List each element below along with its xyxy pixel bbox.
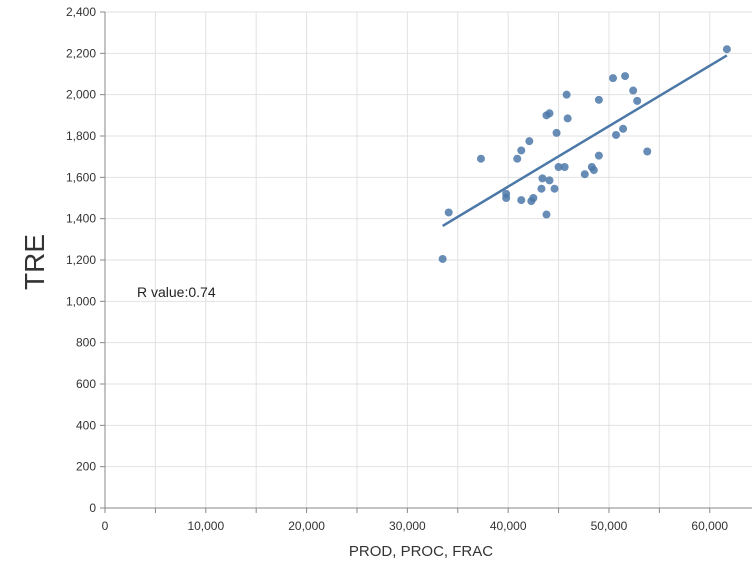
data-point[interactable] xyxy=(542,210,551,219)
x-tick-label: 0 xyxy=(102,519,109,533)
data-point[interactable] xyxy=(525,137,534,146)
data-point[interactable] xyxy=(594,95,603,104)
y-tick-label: 800 xyxy=(76,336,96,350)
data-point[interactable] xyxy=(629,86,638,95)
y-tick-label: 0 xyxy=(89,501,96,515)
data-point[interactable] xyxy=(517,196,526,205)
x-tick-label: 10,000 xyxy=(187,519,224,533)
data-point[interactable] xyxy=(563,114,572,123)
trend-line xyxy=(442,54,728,227)
data-point[interactable] xyxy=(537,184,546,193)
axes xyxy=(100,11,752,513)
y-tick-label: 1,200 xyxy=(66,253,96,267)
grid-lines xyxy=(104,11,752,509)
data-point[interactable] xyxy=(529,194,538,202)
y-tick-label: 2,000 xyxy=(66,88,96,102)
data-point[interactable] xyxy=(722,45,731,54)
data-point[interactable] xyxy=(538,174,547,183)
y-tick-label: 600 xyxy=(76,377,96,391)
data-points xyxy=(438,45,731,263)
r-value-annotation: R value:0.74 xyxy=(137,284,216,300)
y-tick-label: 1,800 xyxy=(66,129,96,143)
data-point[interactable] xyxy=(476,154,485,163)
data-point[interactable] xyxy=(594,151,603,160)
y-tick-label: 200 xyxy=(76,460,96,474)
data-point[interactable] xyxy=(444,208,453,217)
y-tick-label: 2,400 xyxy=(66,5,96,19)
data-point[interactable] xyxy=(560,163,569,171)
data-point[interactable] xyxy=(633,96,642,105)
data-point[interactable] xyxy=(580,170,589,179)
x-tick-label: 50,000 xyxy=(591,519,628,533)
tick-labels: 0 10,000 20,000 30,000 40,000 50,000 60,000 0 20… xyxy=(66,5,728,533)
y-tick-label: 1,600 xyxy=(66,170,96,184)
data-point[interactable] xyxy=(589,166,598,175)
x-axis-title: PROD, PROC, FRAC xyxy=(349,543,493,560)
data-point[interactable] xyxy=(517,146,526,155)
data-point[interactable] xyxy=(609,74,617,83)
data-point[interactable] xyxy=(552,128,561,137)
y-tick-label: 400 xyxy=(76,418,96,432)
x-tick-label: 40,000 xyxy=(490,519,527,533)
y-tick-label: 1,000 xyxy=(66,294,96,308)
x-tick-label: 20,000 xyxy=(288,519,325,533)
x-tick-label: 60,000 xyxy=(691,519,728,533)
data-point[interactable] xyxy=(550,184,559,193)
data-point[interactable] xyxy=(545,109,554,118)
y-axis-title: TRE xyxy=(19,234,50,290)
y-tick-label: 2,200 xyxy=(66,46,96,60)
data-point[interactable] xyxy=(545,176,554,185)
y-tick-label: 1,400 xyxy=(66,212,96,226)
data-point[interactable] xyxy=(554,163,563,171)
data-point[interactable] xyxy=(502,194,511,202)
data-point[interactable] xyxy=(619,124,628,133)
data-point[interactable] xyxy=(513,154,522,163)
data-point[interactable] xyxy=(621,72,630,81)
data-point[interactable] xyxy=(438,254,447,263)
x-tick-label: 30,000 xyxy=(389,519,426,533)
data-point[interactable] xyxy=(643,147,652,156)
data-point[interactable] xyxy=(612,130,621,139)
data-point[interactable] xyxy=(562,90,571,99)
